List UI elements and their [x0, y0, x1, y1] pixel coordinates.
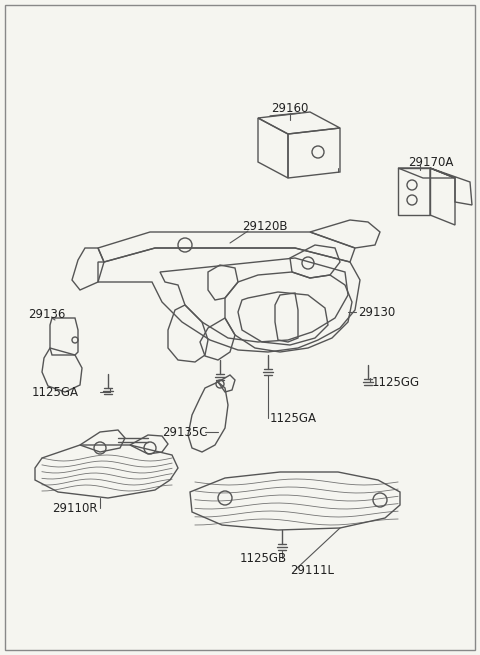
Text: 1125GG: 1125GG — [372, 375, 420, 388]
Text: 29111L: 29111L — [290, 563, 334, 576]
Text: 1125GB: 1125GB — [240, 552, 287, 565]
Text: 29135C: 29135C — [162, 426, 207, 438]
Text: 1125GA: 1125GA — [32, 386, 79, 398]
Text: 29130: 29130 — [358, 305, 395, 318]
Text: 29136: 29136 — [28, 307, 65, 320]
Text: 29120B: 29120B — [242, 219, 288, 233]
Text: 29160: 29160 — [271, 102, 309, 115]
Text: 29170A: 29170A — [408, 155, 454, 168]
Text: 1125GA: 1125GA — [270, 411, 317, 424]
Text: 29110R: 29110R — [52, 502, 97, 514]
